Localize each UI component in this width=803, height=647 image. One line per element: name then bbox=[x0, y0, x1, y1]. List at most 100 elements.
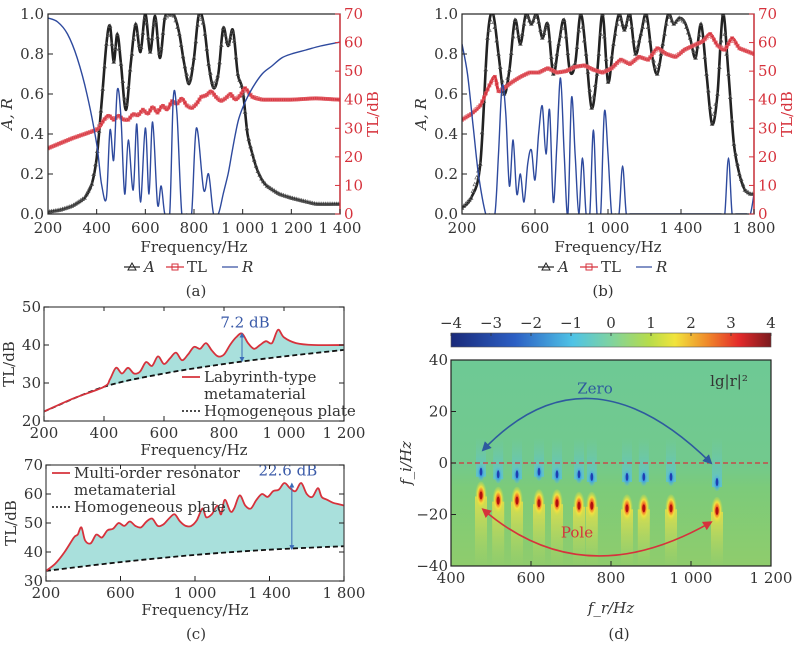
y-tick-label-right: 10 bbox=[344, 176, 363, 194]
y-tick-label-right: 0 bbox=[344, 205, 354, 223]
data-point bbox=[651, 58, 656, 63]
y-tick-label-left: 0.8 bbox=[20, 45, 44, 63]
data-point bbox=[532, 14, 538, 20]
data-point bbox=[733, 151, 739, 156]
y-tick-label-right: 50 bbox=[758, 62, 777, 80]
panel-c-top: 7.2 dB 200 400 600 800 1 000 1 200 20 30 40 50 Freq… bbox=[0, 298, 365, 459]
y-tick-label-right: 0 bbox=[758, 205, 768, 223]
pole-core bbox=[577, 501, 581, 510]
data-point bbox=[618, 16, 624, 22]
data-point bbox=[711, 111, 717, 116]
data-point bbox=[541, 30, 547, 36]
data-point bbox=[93, 161, 98, 167]
data-point bbox=[479, 129, 485, 135]
triangle-marker-icon bbox=[541, 261, 551, 271]
data-point bbox=[74, 200, 80, 205]
y-tick-label: −40 bbox=[416, 557, 448, 575]
data-point bbox=[682, 19, 687, 24]
data-point bbox=[118, 61, 124, 66]
data-point bbox=[587, 87, 593, 92]
data-point bbox=[206, 61, 211, 66]
data-point bbox=[481, 95, 486, 100]
data-point bbox=[505, 75, 510, 80]
data-point bbox=[200, 20, 206, 25]
data-point bbox=[686, 30, 691, 35]
x-axis-label: f_r/Hz bbox=[587, 599, 634, 617]
data-point bbox=[478, 103, 483, 108]
colorbar-tick-label: −4 bbox=[440, 314, 462, 332]
panel-c-bottom: 22.6 dB 200 600 1 000 1 400 1 800 30 40 50 60 70 Fr… bbox=[2, 456, 365, 619]
x-tick-label: 200 bbox=[448, 219, 477, 237]
y-axis-label-right: TL/dB bbox=[364, 91, 382, 137]
x-tick-label: 1 000 bbox=[263, 424, 306, 442]
data-point bbox=[215, 73, 221, 78]
y-tick-label-right: 20 bbox=[758, 148, 777, 166]
data-point bbox=[644, 14, 649, 16]
y-tick-label-right: 70 bbox=[344, 5, 363, 23]
data-point bbox=[279, 192, 284, 197]
data-point bbox=[135, 31, 140, 37]
y-tick-label: −20 bbox=[416, 506, 448, 524]
y-tick-label-left: 0.6 bbox=[20, 85, 44, 103]
data-point bbox=[178, 42, 184, 47]
data-point bbox=[153, 18, 158, 23]
data-point bbox=[226, 41, 231, 46]
data-point bbox=[684, 24, 689, 30]
data-point bbox=[126, 84, 131, 89]
data-point bbox=[71, 202, 76, 207]
x-tick-label: 1 000 bbox=[221, 219, 264, 237]
data-point bbox=[704, 71, 709, 76]
data-point bbox=[217, 59, 222, 65]
data-point bbox=[558, 33, 563, 38]
legend-label-a: A bbox=[142, 258, 155, 276]
data-point bbox=[259, 176, 264, 181]
data-point bbox=[549, 54, 554, 60]
gap-area-fill bbox=[44, 329, 344, 412]
pole-core bbox=[715, 506, 719, 515]
data-point bbox=[73, 201, 78, 206]
legend-label-tl: TL bbox=[601, 258, 621, 276]
data-point bbox=[116, 46, 122, 51]
colorbar-tick-label: −1 bbox=[560, 314, 582, 332]
data-point bbox=[521, 21, 527, 26]
x-tick-label: 200 bbox=[30, 424, 59, 442]
data-point bbox=[680, 18, 686, 23]
legend: A TL R bbox=[124, 258, 253, 276]
x-tick-label: 400 bbox=[90, 424, 119, 442]
data-point bbox=[286, 194, 292, 199]
data-point bbox=[614, 21, 620, 26]
series-line-r bbox=[462, 43, 754, 214]
data-point bbox=[737, 171, 742, 176]
data-point bbox=[248, 143, 253, 149]
data-point bbox=[155, 34, 160, 39]
data-point bbox=[202, 31, 208, 36]
data-point bbox=[706, 88, 711, 93]
y-tick-label: 60 bbox=[24, 485, 43, 503]
data-point bbox=[499, 78, 505, 83]
series-line-r bbox=[48, 17, 340, 214]
y-tick-label-left: 0.0 bbox=[434, 205, 458, 223]
y-tick-label-right: 40 bbox=[344, 91, 363, 109]
y-tick-label-right: 10 bbox=[758, 176, 777, 194]
data-point bbox=[729, 118, 735, 123]
y-axis-label: TL/dB bbox=[0, 341, 18, 387]
data-point bbox=[251, 157, 257, 162]
data-point bbox=[613, 31, 618, 36]
data-point bbox=[209, 79, 215, 84]
y-tick-label: 40 bbox=[22, 336, 41, 354]
data-point bbox=[510, 34, 516, 39]
data-point bbox=[565, 50, 571, 56]
x-tick-label: 1 400 bbox=[660, 219, 703, 237]
data-point bbox=[742, 187, 748, 192]
data-point bbox=[140, 30, 146, 35]
data-point bbox=[508, 50, 514, 56]
data-point bbox=[211, 83, 217, 88]
data-point bbox=[85, 188, 91, 193]
data-point bbox=[149, 35, 155, 41]
data-point bbox=[540, 35, 545, 40]
y-tick-label-right: 20 bbox=[344, 148, 363, 166]
data-point bbox=[231, 38, 237, 43]
zero-core bbox=[496, 470, 500, 479]
y-axis-label-left: A, R bbox=[412, 98, 430, 132]
